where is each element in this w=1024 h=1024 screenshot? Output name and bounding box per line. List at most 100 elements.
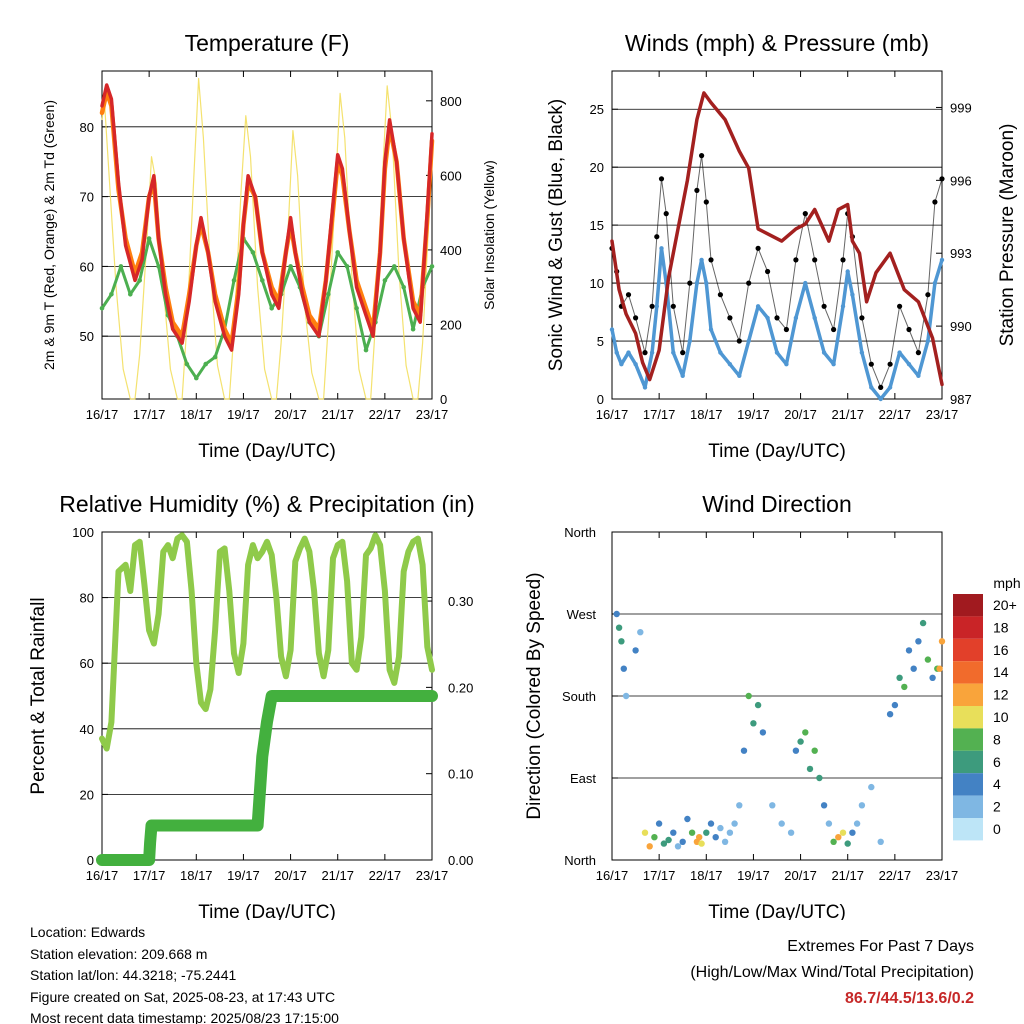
latest-timestamp: Most recent data timestamp: 2025/08/23 1… bbox=[30, 1010, 339, 1024]
gust-point bbox=[840, 257, 846, 263]
wind-direction-xtick-label: 19/17 bbox=[737, 868, 770, 883]
winds-ytick-label: 20 bbox=[590, 160, 604, 175]
dewpoint-point bbox=[326, 292, 331, 297]
gust-point bbox=[802, 211, 808, 217]
temperature-xtick-label: 18/17 bbox=[180, 407, 213, 422]
wind-point bbox=[671, 350, 676, 355]
speed-legend-label: 10 bbox=[993, 709, 1009, 725]
winds-xtick-label: 21/17 bbox=[831, 407, 864, 422]
dewpoint-point bbox=[184, 361, 190, 367]
humidity-y2tick-label: 0.20 bbox=[448, 680, 473, 695]
wind-point bbox=[878, 396, 883, 402]
direction-point bbox=[802, 729, 809, 736]
direction-point bbox=[717, 824, 724, 832]
winds-xlabel: Time (Day/UTC) bbox=[708, 441, 846, 462]
winds-ytick-label: 0 bbox=[597, 392, 604, 407]
wind-point bbox=[845, 269, 850, 274]
dewpoint-point bbox=[260, 278, 265, 283]
wind-point bbox=[609, 327, 615, 332]
temperature-y2tick-label: 800 bbox=[440, 94, 462, 109]
winds-ylabel: Sonic Wind & Gust (Blue, Black) bbox=[546, 99, 567, 371]
gust-point bbox=[755, 245, 761, 251]
direction-point bbox=[750, 720, 757, 727]
wind-direction-xtick-label: 22/17 bbox=[879, 868, 912, 883]
wind-point bbox=[708, 327, 714, 332]
extremes-subtitle: (High/Low/Max Wind/Total Precipitation) bbox=[690, 964, 974, 981]
winds-y2tick-label: 993 bbox=[950, 246, 972, 261]
gust-point bbox=[703, 199, 709, 205]
wind-point bbox=[859, 350, 865, 355]
humidity-xtick-label: 20/17 bbox=[274, 868, 307, 883]
direction-point bbox=[811, 747, 818, 754]
humidity-title: Relative Humidity (%) & Precipitation (i… bbox=[59, 491, 474, 517]
humidity-ytick-label: 0 bbox=[87, 853, 94, 868]
dewpoint-point bbox=[109, 292, 114, 297]
gust-point bbox=[736, 338, 742, 344]
direction-point bbox=[620, 665, 627, 672]
direction-point bbox=[820, 802, 828, 809]
extremes-box: Extremes For Past 7 Days (High/Low/Max W… bbox=[690, 934, 974, 1012]
dewpoint-point bbox=[269, 306, 275, 311]
wind-point bbox=[831, 362, 836, 367]
direction-point bbox=[712, 834, 719, 841]
humidity-ytick-label: 80 bbox=[80, 591, 94, 606]
wind-point bbox=[659, 246, 664, 251]
wind-point bbox=[614, 350, 619, 355]
direction-point bbox=[759, 729, 767, 736]
direction-point bbox=[844, 840, 851, 847]
direction-point bbox=[637, 629, 644, 636]
dewpoint-point bbox=[194, 375, 199, 381]
wind-point bbox=[784, 362, 789, 367]
direction-point bbox=[613, 610, 620, 618]
wind-direction-xtick-label: 20/17 bbox=[784, 868, 817, 883]
speed-legend-swatch bbox=[953, 773, 983, 796]
speed-legend-label: 4 bbox=[993, 776, 1001, 792]
direction-point bbox=[745, 692, 752, 700]
gust-point bbox=[774, 315, 780, 321]
wind-point bbox=[812, 315, 817, 321]
precipitation-line bbox=[96, 690, 438, 866]
pressure-line bbox=[610, 91, 944, 387]
direction-point bbox=[721, 838, 729, 845]
gust-point bbox=[642, 350, 648, 356]
humidity-xtick-label: 21/17 bbox=[321, 868, 354, 883]
direction-point bbox=[919, 619, 927, 627]
direction-point bbox=[726, 829, 734, 836]
gust-point bbox=[793, 257, 799, 263]
direction-point bbox=[797, 738, 804, 745]
gust-point bbox=[821, 303, 827, 309]
winds-xtick-label: 20/17 bbox=[784, 407, 817, 422]
speed-legend-label: 14 bbox=[993, 664, 1009, 680]
dewpoint-point bbox=[382, 278, 388, 283]
dewpoint-point bbox=[354, 306, 359, 311]
direction-point bbox=[684, 815, 691, 823]
wind-point bbox=[850, 292, 855, 297]
direction-point bbox=[891, 701, 899, 709]
winds-xtick-label: 22/17 bbox=[879, 407, 912, 422]
humidity-xtick-label: 18/17 bbox=[180, 868, 213, 883]
gust-point bbox=[717, 292, 724, 298]
direction-point bbox=[698, 840, 705, 847]
gust-point bbox=[887, 361, 893, 367]
humidity-xlabel: Time (Day/UTC) bbox=[198, 902, 336, 920]
direction-point bbox=[740, 747, 748, 754]
direction-point bbox=[830, 838, 837, 845]
wind-point bbox=[687, 338, 692, 344]
direction-point bbox=[622, 692, 630, 700]
dewpoint-point bbox=[156, 264, 161, 269]
direction-point bbox=[769, 802, 776, 809]
wind-direction-xtick-label: 21/17 bbox=[831, 868, 864, 883]
speed-legend-label: 12 bbox=[993, 687, 1009, 703]
winds-y2tick-label: 996 bbox=[950, 173, 972, 188]
direction-point bbox=[736, 802, 743, 809]
speed-legend-swatch bbox=[953, 818, 983, 841]
direction-point bbox=[632, 647, 639, 654]
speed-legend-swatch bbox=[953, 706, 983, 729]
temperature-xtick-label: 20/17 bbox=[274, 407, 307, 422]
winds-ytick-label: 5 bbox=[597, 334, 604, 349]
wind-point bbox=[694, 280, 700, 286]
temperature-ytick-label: 70 bbox=[80, 190, 94, 205]
gust-point bbox=[897, 303, 903, 309]
direction-point bbox=[778, 820, 785, 827]
dewpoint-point bbox=[392, 264, 397, 269]
